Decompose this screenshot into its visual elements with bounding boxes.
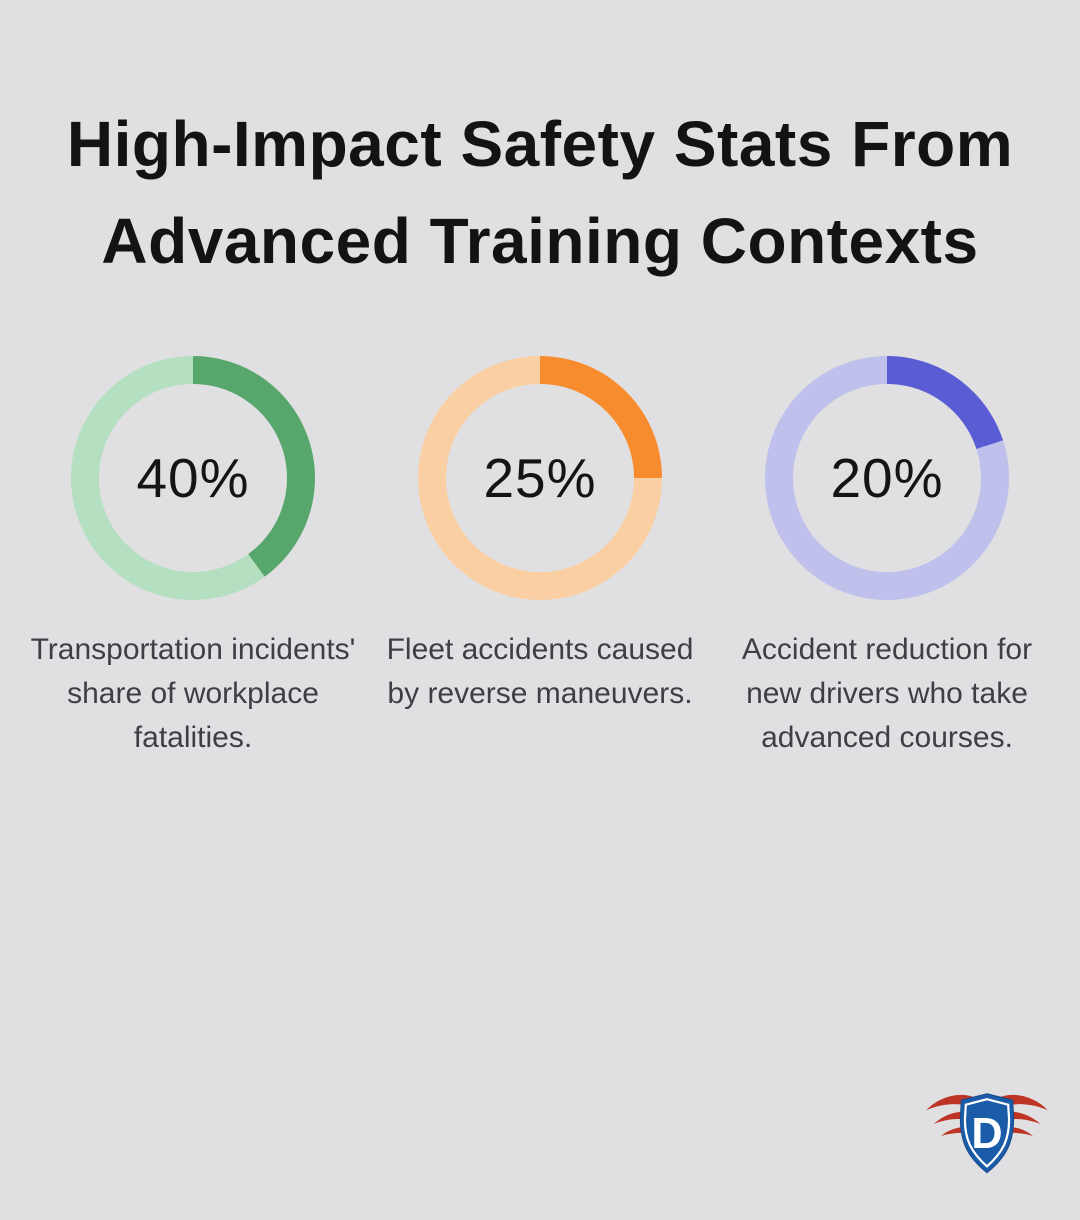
donut-chart-accident-reduction: 20% [765,356,1009,600]
stat-caption: Transportation incidents' share of workp… [30,633,356,754]
logo-letter: D [971,1110,1002,1158]
stat-card-transportation: 40% Transportation incidents' share of w… [28,356,358,760]
brand-shield-logo: D [926,1093,1048,1174]
stats-row: 40% Transportation incidents' share of w… [0,356,1080,760]
stat-card-fleet-accidents: 25% Fleet accidents caused by reverse ma… [375,356,705,760]
infographic: High-Impact Safety Stats From Advanced T… [0,96,1080,1174]
donut-chart-transportation: 40% [71,356,315,600]
donut-value-label: 25% [483,447,597,509]
stat-card-accident-reduction: 20% Accident reduction for new drivers w… [722,356,1052,760]
stat-caption: Fleet accidents caused by reverse maneuv… [386,633,694,710]
donut-value-label: 40% [136,447,250,509]
page-title: High-Impact Safety Stats From Advanced T… [66,108,1014,277]
stat-caption: Accident reduction for new drivers who t… [741,633,1033,754]
donut-chart-fleet-accidents: 25% [418,356,662,600]
donut-value-label: 20% [830,447,944,509]
